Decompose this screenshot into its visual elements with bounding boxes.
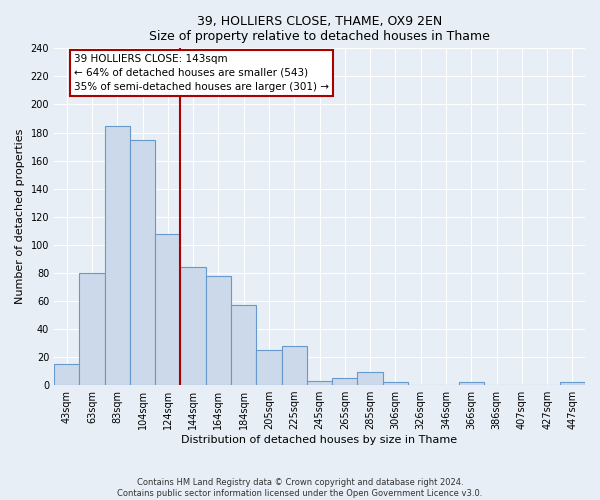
X-axis label: Distribution of detached houses by size in Thame: Distribution of detached houses by size … xyxy=(181,435,458,445)
Bar xyxy=(332,378,358,385)
Bar xyxy=(231,305,256,385)
Bar xyxy=(307,381,332,385)
Bar xyxy=(281,346,307,385)
Bar xyxy=(358,372,383,385)
Bar xyxy=(104,126,130,385)
Bar xyxy=(206,276,231,385)
Bar xyxy=(130,140,155,385)
Y-axis label: Number of detached properties: Number of detached properties xyxy=(15,129,25,304)
Bar xyxy=(256,350,281,385)
Bar xyxy=(560,382,585,385)
Bar xyxy=(181,267,206,385)
Text: 39 HOLLIERS CLOSE: 143sqm
← 64% of detached houses are smaller (543)
35% of semi: 39 HOLLIERS CLOSE: 143sqm ← 64% of detac… xyxy=(74,54,329,92)
Title: 39, HOLLIERS CLOSE, THAME, OX9 2EN
Size of property relative to detached houses : 39, HOLLIERS CLOSE, THAME, OX9 2EN Size … xyxy=(149,15,490,43)
Bar xyxy=(79,273,104,385)
Bar xyxy=(155,234,181,385)
Bar xyxy=(458,382,484,385)
Text: Contains HM Land Registry data © Crown copyright and database right 2024.
Contai: Contains HM Land Registry data © Crown c… xyxy=(118,478,482,498)
Bar xyxy=(54,364,79,385)
Bar xyxy=(383,382,408,385)
